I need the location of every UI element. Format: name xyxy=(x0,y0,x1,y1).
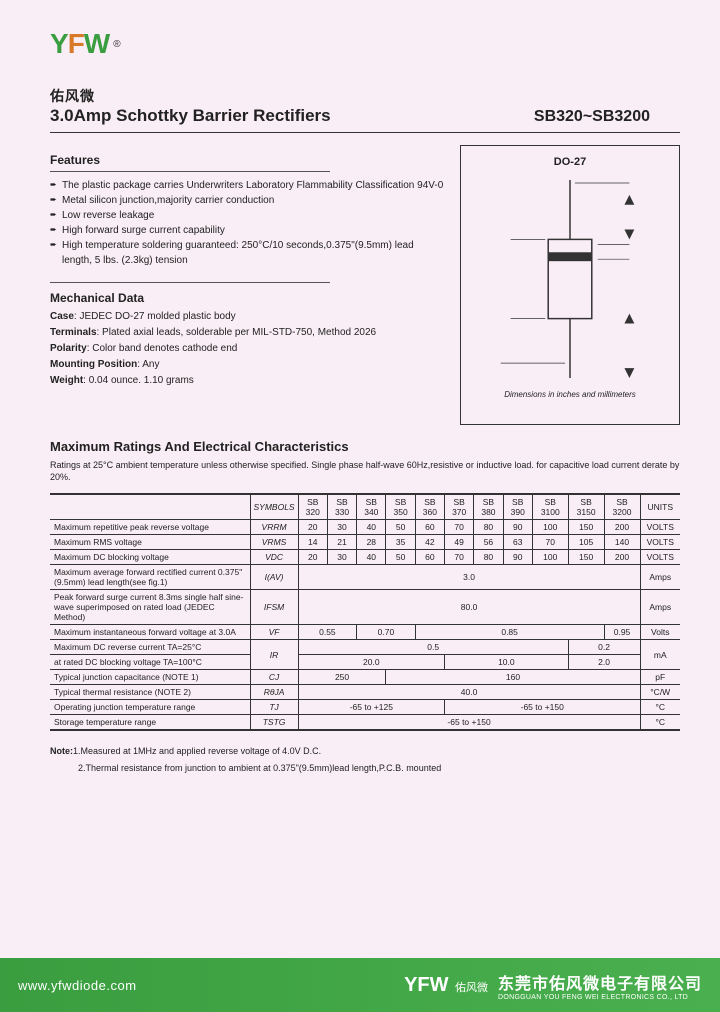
ratings-table: SYMBOLSSB320SB330SB340SB350SB360SB370SB3… xyxy=(50,493,680,731)
table-row: Storage temperature rangeTSTG-65 to +150… xyxy=(50,715,680,731)
table-row: Typical junction capacitance (NOTE 1)CJ2… xyxy=(50,670,680,685)
mechanical-divider-top xyxy=(50,282,330,283)
mechanical-heading: Mechanical Data xyxy=(50,291,446,305)
diagram-caption: Dimensions in inches and millimeters xyxy=(471,390,669,399)
feature-item: High forward surge current capability xyxy=(50,223,446,238)
mechanical-row: Weight: 0.04 ounce. 1.10 grams xyxy=(50,373,446,389)
footer-url: www.yfwdiode.com xyxy=(18,978,137,993)
features-divider xyxy=(50,171,330,172)
footer-right: YFW 佑风微 东莞市佑风微电子有限公司 DONGGUAN YOU FENG W… xyxy=(404,970,702,1001)
footer-brand-cn: 佑风微 xyxy=(455,982,488,994)
footer-company-en: DONGGUAN YOU FENG WEI ELECTRONICS CO., L… xyxy=(498,994,702,1001)
logo-chinese: 佑风微 xyxy=(50,86,680,106)
logo-block: YFW ® 佑风微 xyxy=(50,28,680,106)
notes-label: Note: xyxy=(50,746,73,756)
logo-text: YFW xyxy=(50,28,109,60)
ratings-heading: Maximum Ratings And Electrical Character… xyxy=(50,439,680,454)
table-row: Maximum repetitive peak reverse voltageV… xyxy=(50,520,680,535)
features-heading: Features xyxy=(50,153,446,167)
package-diagram: DO-27 Dimensions in inches and millimete… xyxy=(460,145,680,425)
notes-block: Note:1.Measured at 1MHz and applied reve… xyxy=(50,743,680,775)
table-row: Typical thermal resistance (NOTE 2)RθJA4… xyxy=(50,685,680,700)
footer-company-cn: 东莞市佑风微电子有限公司 xyxy=(498,976,702,993)
part-number-range: SB320~SB3200 xyxy=(534,108,650,126)
table-row: Maximum DC blocking voltageVDC2030405060… xyxy=(50,550,680,565)
left-column: Features The plastic package carries Und… xyxy=(50,145,446,425)
feature-item: Low reverse leakage xyxy=(50,208,446,223)
feature-item: Metal silicon junction,majority carrier … xyxy=(50,193,446,208)
footer-company-block: 东莞市佑风微电子有限公司 DONGGUAN YOU FENG WEI ELECT… xyxy=(498,970,702,1001)
mechanical-row: Case: JEDEC DO-27 molded plastic body xyxy=(50,309,446,325)
mechanical-list: Case: JEDEC DO-27 molded plastic bodyTer… xyxy=(50,309,446,389)
trademark-symbol: ® xyxy=(113,39,120,50)
mechanical-row: Mounting Position: Any xyxy=(50,357,446,373)
footer-logo: YFW xyxy=(404,974,448,996)
feature-item: The plastic package carries Underwriters… xyxy=(50,178,446,193)
datasheet-page: YFW ® 佑风微 3.0Amp Schottky Barrier Rectif… xyxy=(0,0,720,776)
title-row: 3.0Amp Schottky Barrier Rectifiers SB320… xyxy=(50,106,680,126)
note-2: 2.Thermal resistance from junction to am… xyxy=(50,763,441,773)
document-title: 3.0Amp Schottky Barrier Rectifiers xyxy=(50,106,331,126)
diagram-title: DO-27 xyxy=(471,156,669,168)
table-row: Maximum average forward rectified curren… xyxy=(50,565,680,590)
table-row: Maximum DC reverse current TA=25°CIR0.50… xyxy=(50,640,680,655)
upper-columns: Features The plastic package carries Und… xyxy=(50,145,680,425)
table-row: Operating junction temperature rangeTJ-6… xyxy=(50,700,680,715)
mechanical-row: Polarity: Color band denotes cathode end xyxy=(50,341,446,357)
table-row: at rated DC blocking voltage TA=100°C20.… xyxy=(50,655,680,670)
mechanical-row: Terminals: Plated axial leads, solderabl… xyxy=(50,325,446,341)
table-row: Peak forward surge current 8.3ms single … xyxy=(50,590,680,625)
features-list: The plastic package carries Underwriters… xyxy=(50,178,446,268)
feature-item: High temperature soldering guaranteed: 2… xyxy=(50,238,446,268)
footer-logo-block: YFW 佑风微 xyxy=(404,974,488,997)
title-divider xyxy=(50,132,680,133)
note-1: 1.Measured at 1MHz and applied reverse v… xyxy=(73,746,321,756)
ratings-subtext: Ratings at 25°C ambient temperature unle… xyxy=(50,460,680,483)
table-row: Maximum RMS voltageVRMS14212835424956637… xyxy=(50,535,680,550)
table-row: Maximum instantaneous forward voltage at… xyxy=(50,625,680,640)
diode-outline-icon xyxy=(471,174,669,384)
page-footer: www.yfwdiode.com YFW 佑风微 东莞市佑风微电子有限公司 DO… xyxy=(0,958,720,1012)
